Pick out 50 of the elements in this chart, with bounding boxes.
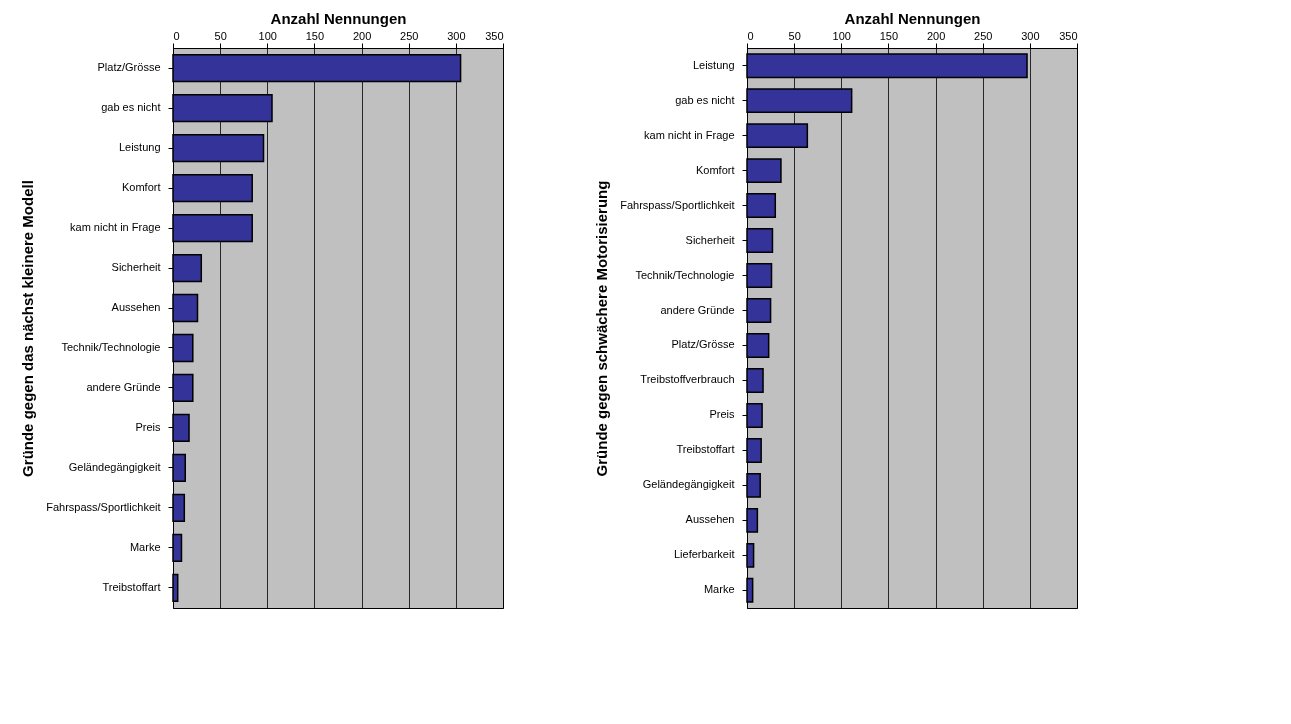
- x-tick-label: 200: [352, 29, 372, 42]
- y-tick-label: Fahrspass/Sportlichkeit: [46, 500, 161, 513]
- y-tick-label: andere Gründe: [86, 380, 161, 393]
- x-tick-label: 350: [485, 29, 504, 42]
- x-tick-label: 250: [974, 29, 993, 42]
- x-tick-label: 100: [832, 29, 851, 42]
- x-tick-label: 300: [447, 29, 466, 42]
- x-tick-label: 50: [788, 29, 801, 42]
- y-tick-label: Sicherheit: [111, 261, 161, 274]
- y-tick-label: Komfort: [121, 181, 161, 194]
- y-tick-label: Fahrspass/Sportlichkeit: [620, 198, 735, 211]
- y-tick-label: Geländegängigkeit: [642, 478, 735, 491]
- y-tick-label: Preis: [709, 408, 735, 421]
- y-tick-label: Marke: [703, 583, 735, 596]
- y-tick-label: Preis: [135, 420, 161, 433]
- y-tick-label: gab es nicht: [675, 93, 735, 106]
- y-tick-label: andere Gründe: [660, 303, 735, 316]
- y-tick-label: Aussehen: [685, 513, 735, 526]
- y-tick-label: Treibstoffart: [102, 580, 161, 593]
- y-tick-label: Geländegängigkeit: [68, 460, 161, 473]
- y-tick-label: Lieferbarkeit: [673, 548, 735, 561]
- x-axis-title: Anzahl Nennungen: [844, 9, 981, 27]
- x-axis-title: Anzahl Nennungen: [270, 9, 407, 27]
- y-axis-title: Gründe gegen das nächst kleinere Modell: [19, 180, 37, 477]
- x-tick-label: 0: [747, 29, 754, 42]
- x-tick-label: 350: [1059, 29, 1078, 42]
- y-tick-label: kam nicht in Frage: [70, 221, 161, 234]
- x-tick-label: 150: [879, 29, 899, 42]
- x-tick-label: 0: [173, 29, 180, 42]
- y-tick-label: Komfort: [695, 163, 735, 176]
- x-tick-label: 200: [926, 29, 946, 42]
- y-tick-label: Aussehen: [111, 301, 161, 314]
- y-tick-label: Sicherheit: [685, 233, 735, 246]
- x-tick-label: 250: [400, 29, 419, 42]
- y-tick-label: Treibstoffverbrauch: [640, 373, 735, 386]
- x-tick-label: 150: [305, 29, 325, 42]
- x-tick-label: 100: [258, 29, 277, 42]
- y-tick-label: Platz/Grösse: [97, 61, 161, 74]
- y-tick-label: Leistung: [692, 58, 735, 71]
- y-tick-label: gab es nicht: [101, 101, 161, 114]
- y-tick-label: Platz/Grösse: [671, 338, 735, 351]
- y-axis-title: Gründe gegen schwächere Motorisierung: [593, 180, 611, 477]
- x-tick-label: 300: [1021, 29, 1040, 42]
- y-tick-label: Leistung: [118, 141, 161, 154]
- y-tick-label: Technik/Technologie: [635, 268, 735, 281]
- x-tick-label: 50: [214, 29, 227, 42]
- y-tick-label: Marke: [129, 540, 161, 553]
- y-tick-label: Treibstoffart: [676, 443, 735, 456]
- y-tick-label: Technik/Technologie: [61, 340, 161, 353]
- y-tick-label: kam nicht in Frage: [644, 128, 735, 141]
